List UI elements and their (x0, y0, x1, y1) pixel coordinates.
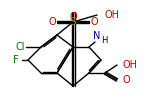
Text: OH: OH (122, 60, 137, 70)
Text: F: F (13, 55, 19, 65)
Text: H: H (101, 36, 107, 44)
Text: S: S (70, 17, 76, 27)
Text: OH: OH (104, 10, 119, 20)
Text: O: O (122, 75, 130, 85)
Text: N: N (93, 31, 101, 41)
Text: O: O (48, 17, 56, 27)
Text: Cl: Cl (15, 42, 25, 52)
Text: O: O (69, 12, 77, 22)
Text: O: O (90, 17, 98, 27)
